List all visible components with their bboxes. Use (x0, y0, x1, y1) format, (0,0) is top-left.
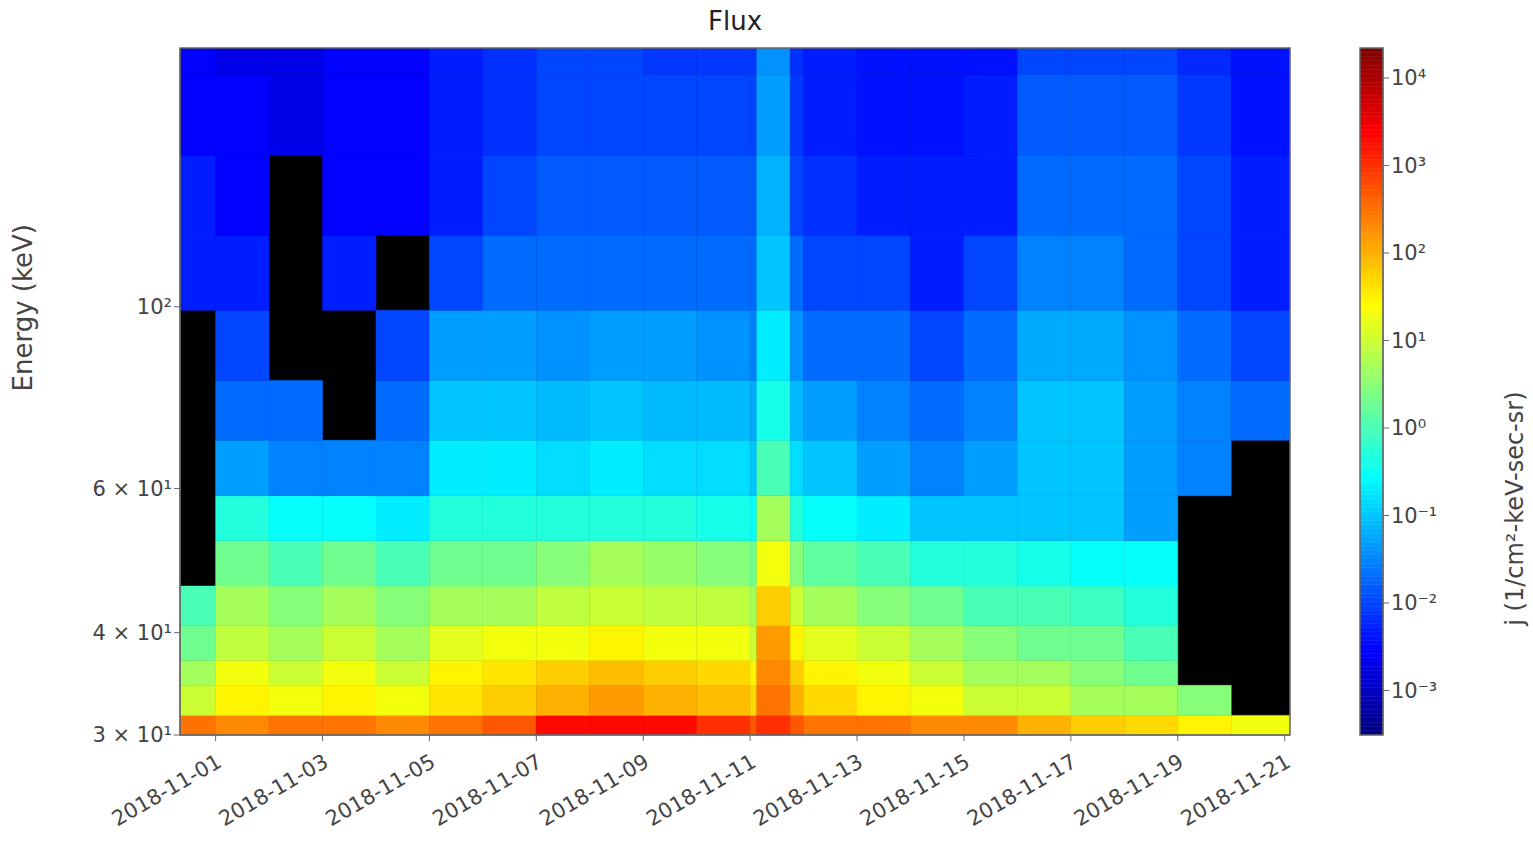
svg-text:2018-11-19: 2018-11-19 (1070, 749, 1188, 831)
svg-text:10⁻¹: 10⁻¹ (1391, 504, 1437, 528)
svg-text:2018-11-11: 2018-11-11 (642, 749, 760, 831)
svg-text:6 × 10¹: 6 × 10¹ (93, 477, 172, 501)
svg-text:2018-11-01: 2018-11-01 (108, 749, 226, 831)
svg-text:2018-11-17: 2018-11-17 (963, 749, 1081, 831)
svg-text:3 × 10¹: 3 × 10¹ (93, 723, 172, 747)
svg-text:10⁰: 10⁰ (1391, 416, 1426, 440)
svg-text:10⁻³: 10⁻³ (1391, 679, 1437, 703)
svg-text:10²: 10² (1391, 241, 1426, 265)
svg-text:2018-11-15: 2018-11-15 (856, 749, 974, 831)
svg-text:4 × 10¹: 4 × 10¹ (93, 621, 172, 645)
svg-text:10¹: 10¹ (1391, 329, 1426, 353)
svg-text:Energy (keV): Energy (keV) (8, 224, 38, 392)
html-text:Flux: Flux (708, 6, 762, 36)
svg-text:2018-11-03: 2018-11-03 (215, 749, 333, 831)
svg-text:2018-11-05: 2018-11-05 (322, 749, 440, 831)
svg-text:2018-11-21: 2018-11-21 (1177, 749, 1295, 831)
svg-text:10²: 10² (137, 295, 172, 319)
svg-text:2018-11-13: 2018-11-13 (749, 749, 867, 831)
svg-text:j (1/cm²-keV-sec-sr): j (1/cm²-keV-sec-sr) (1501, 392, 1529, 627)
svg-text:2018-11-07: 2018-11-07 (428, 749, 546, 831)
svg-text:10³: 10³ (1391, 154, 1426, 178)
svg-text:10⁴: 10⁴ (1391, 66, 1426, 90)
svg-text:10⁻²: 10⁻² (1391, 591, 1437, 615)
svg-text:2018-11-09: 2018-11-09 (535, 749, 653, 831)
